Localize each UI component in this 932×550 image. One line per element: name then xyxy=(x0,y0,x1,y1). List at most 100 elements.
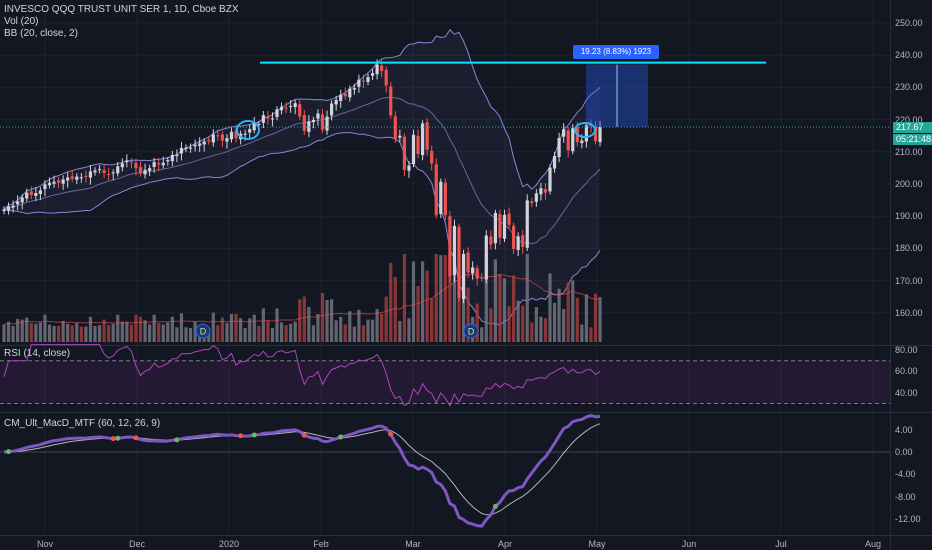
candle-body[interactable] xyxy=(198,143,202,146)
candle-body[interactable] xyxy=(311,119,315,123)
candle-body[interactable] xyxy=(489,236,493,245)
candle-body[interactable] xyxy=(370,73,375,76)
candle-body[interactable] xyxy=(11,205,15,208)
candle-body[interactable] xyxy=(343,93,347,97)
candle-body[interactable] xyxy=(534,193,538,202)
candle-body[interactable] xyxy=(107,174,111,176)
candle-body[interactable] xyxy=(375,64,379,75)
candle-body[interactable] xyxy=(157,163,161,165)
candle-body[interactable] xyxy=(275,109,279,118)
candle-body[interactable] xyxy=(339,94,343,101)
bollinger-legend[interactable]: BB (20, close, 2) xyxy=(4,28,78,39)
candle-body[interactable] xyxy=(521,235,525,247)
candle-body[interactable] xyxy=(25,192,29,199)
candle-body[interactable] xyxy=(138,166,143,174)
candle-body[interactable] xyxy=(52,181,56,184)
candle-body[interactable] xyxy=(266,116,270,119)
candle-body[interactable] xyxy=(261,115,265,123)
candle-body[interactable] xyxy=(284,107,288,109)
candle-body[interactable] xyxy=(571,128,575,152)
candle-body[interactable] xyxy=(593,126,598,142)
macd-legend[interactable]: CM_Ult_MacD_MTF (60, 12, 26, 9) xyxy=(4,418,161,429)
candle-body[interactable] xyxy=(502,214,507,239)
candle-body[interactable] xyxy=(79,177,83,179)
dividend-marker[interactable] xyxy=(463,323,479,339)
candle-body[interactable] xyxy=(398,135,402,138)
candle-body[interactable] xyxy=(93,170,97,173)
candle-body[interactable] xyxy=(580,140,584,144)
candle-body[interactable] xyxy=(252,123,256,131)
candle-body[interactable] xyxy=(243,133,247,135)
candle-body[interactable] xyxy=(84,175,88,177)
candle-body[interactable] xyxy=(543,189,548,193)
candle-body[interactable] xyxy=(402,136,406,170)
candle-body[interactable] xyxy=(193,144,197,147)
candle-body[interactable] xyxy=(530,201,534,203)
candle-body[interactable] xyxy=(248,129,252,133)
candle-body[interactable] xyxy=(97,169,102,171)
candle-body[interactable] xyxy=(111,172,115,174)
candle-body[interactable] xyxy=(298,104,302,117)
candle-body[interactable] xyxy=(498,213,502,238)
candle-body[interactable] xyxy=(480,277,484,279)
volume-legend[interactable]: Vol (20) xyxy=(4,16,39,27)
candle-body[interactable] xyxy=(143,169,147,175)
candle-body[interactable] xyxy=(348,88,352,98)
candle-body[interactable] xyxy=(380,65,384,71)
candle-body[interactable] xyxy=(525,200,529,248)
candle-body[interactable] xyxy=(416,135,420,155)
candle-body[interactable] xyxy=(102,170,106,174)
candle-body[interactable] xyxy=(61,179,65,184)
candle-body[interactable] xyxy=(475,268,479,279)
candle-body[interactable] xyxy=(2,209,6,212)
candle-body[interactable] xyxy=(361,80,366,82)
candle-body[interactable] xyxy=(389,86,393,116)
candle-body[interactable] xyxy=(16,201,20,205)
candle-body[interactable] xyxy=(425,122,429,150)
candle-body[interactable] xyxy=(516,236,520,251)
candle-body[interactable] xyxy=(325,116,329,131)
candle-body[interactable] xyxy=(384,69,388,86)
candle-body[interactable] xyxy=(175,154,179,156)
candle-body[interactable] xyxy=(584,125,588,142)
rsi-legend[interactable]: RSI (14, close) xyxy=(4,348,71,359)
candle-body[interactable] xyxy=(443,182,447,216)
candle-body[interactable] xyxy=(216,135,220,137)
candle-body[interactable] xyxy=(320,114,325,130)
candle-body[interactable] xyxy=(116,166,120,174)
candle-body[interactable] xyxy=(70,176,74,179)
candle-body[interactable] xyxy=(461,253,466,299)
candle-body[interactable] xyxy=(471,267,475,274)
candle-body[interactable] xyxy=(421,123,425,156)
candle-body[interactable] xyxy=(220,134,224,141)
candle-body[interactable] xyxy=(170,155,174,162)
candle-body[interactable] xyxy=(566,130,570,151)
candle-body[interactable] xyxy=(120,163,124,168)
candle-body[interactable] xyxy=(6,206,11,211)
candle-body[interactable] xyxy=(466,252,470,273)
candle-body[interactable] xyxy=(75,176,79,180)
candle-body[interactable] xyxy=(34,193,38,196)
candle-body[interactable] xyxy=(334,99,338,105)
candle-body[interactable] xyxy=(20,197,24,203)
candle-body[interactable] xyxy=(562,129,566,137)
symbol-legend[interactable]: INVESCO QQQ TRUST UNIT SER 1, 1D, Cboe B… xyxy=(4,4,239,15)
candle-body[interactable] xyxy=(352,88,356,90)
candle-body[interactable] xyxy=(270,118,275,120)
candle-body[interactable] xyxy=(330,103,334,116)
candle-body[interactable] xyxy=(430,150,434,164)
candle-body[interactable] xyxy=(134,163,138,169)
candle-body[interactable] xyxy=(557,137,561,157)
candle-body[interactable] xyxy=(452,225,457,276)
candle-body[interactable] xyxy=(229,131,234,140)
candle-body[interactable] xyxy=(448,216,452,277)
candle-body[interactable] xyxy=(211,134,215,143)
candle-body[interactable] xyxy=(393,116,397,139)
candle-body[interactable] xyxy=(166,160,170,162)
candle-body[interactable] xyxy=(316,113,320,119)
candle-body[interactable] xyxy=(539,188,543,195)
candle-body[interactable] xyxy=(38,190,42,194)
candle-body[interactable] xyxy=(234,130,238,139)
dividend-marker[interactable] xyxy=(195,323,211,339)
candle-body[interactable] xyxy=(289,106,293,108)
